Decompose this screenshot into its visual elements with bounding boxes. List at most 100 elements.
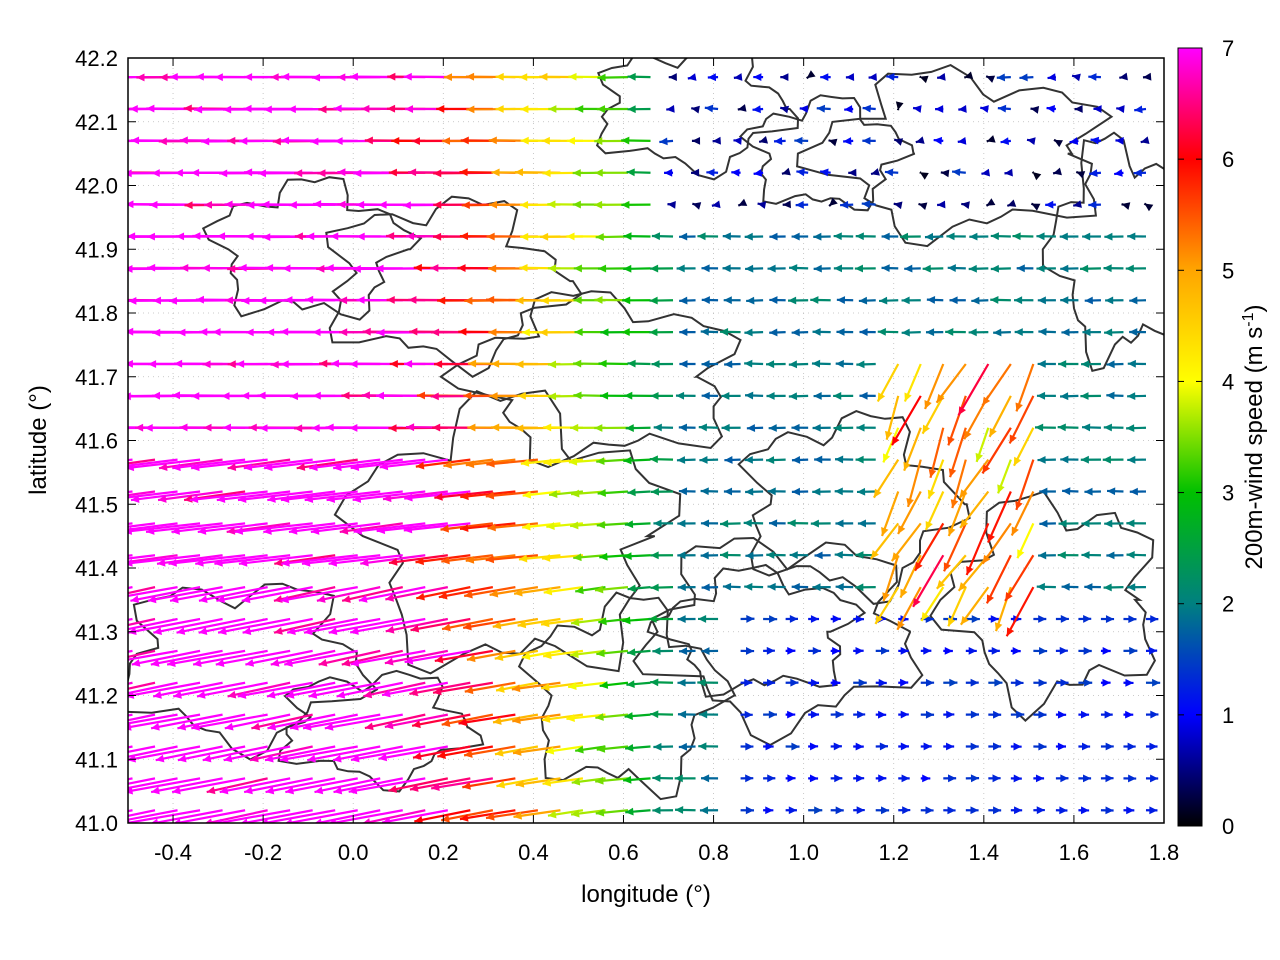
wind-vector [460,490,516,501]
wind-vector [1069,137,1079,145]
wind-vector [1078,710,1090,719]
wind-vector [128,649,178,661]
wind-vector [740,647,755,655]
wind-vector [899,232,921,241]
wind-vector [1127,232,1146,241]
wind-vector [1078,615,1092,623]
wind-vector [746,424,764,432]
wind-vector [623,456,651,465]
wind-vector [128,681,156,690]
wind-vector [128,617,156,627]
wind-vector [740,678,753,687]
wind-vector [350,649,426,667]
wind-vector [410,617,471,633]
wind-vector [1038,327,1056,336]
wind-vector [1126,519,1146,528]
wind-vector [168,554,246,567]
wind-vector [333,458,403,472]
wind-vector [341,586,404,603]
wind-vector [379,458,448,471]
wind-vector [898,774,910,783]
wind-vector [848,168,857,177]
wind-vector [360,554,426,567]
wind-vector [1039,519,1056,528]
wind-vector [381,681,449,698]
wind-vector [214,554,291,567]
wind-vector [283,809,358,823]
wind-vector [920,678,935,687]
wind-vector [1038,551,1056,560]
wind-vector [166,649,246,668]
wind-vector [1058,519,1079,528]
wind-vector [353,522,426,535]
wind-vector [1121,202,1131,210]
wind-vector [513,809,561,820]
contour-line [632,536,924,747]
wind-vector [758,136,769,144]
wind-vector [128,713,201,731]
wind-vector [899,554,922,599]
colorbar-tick-label: 6 [1222,147,1234,172]
wind-vector [1061,582,1079,591]
wind-vector [700,519,719,528]
wind-vector [765,456,786,464]
wind-vector [836,328,854,336]
wind-vector [1014,296,1034,305]
wind-vector [791,328,809,337]
wind-vector [281,554,358,567]
wind-vector [701,360,719,369]
wind-vector [376,522,448,535]
wind-vector [990,264,1011,273]
wind-vector [876,363,900,403]
wind-vector [1047,73,1057,82]
wind-vector [840,200,854,209]
wind-vector [745,551,764,560]
wind-vector [679,296,696,305]
y-tick-label: 41.2 [75,684,118,709]
wind-vector [740,806,754,815]
wind-vector [769,296,786,304]
wind-vector [699,456,719,464]
wind-vector [153,617,223,635]
colorbar-tick-label: 1 [1222,703,1234,728]
wind-vector [1123,615,1137,623]
wind-vector [808,710,820,719]
contour-line [517,591,737,801]
wind-vector [128,745,156,754]
wind-vector [698,423,719,432]
wind-vector [415,458,471,470]
wind-vector [1036,391,1056,400]
wind-vector [919,171,929,180]
wind-vector [147,586,223,604]
wind-vector [808,678,820,687]
wind-vector [879,296,899,305]
wind-vector [596,105,628,114]
wind-vector [381,809,449,823]
wind-vector [811,359,831,368]
wind-vector [653,423,674,432]
wind-vector [943,742,955,751]
wind-vector [327,809,403,823]
wind-vector [464,681,516,695]
wind-vector [650,391,674,400]
wind-vector [595,808,629,817]
wind-vector [808,646,821,655]
wind-vector [1088,200,1101,209]
wind-vector [757,201,767,209]
wind-vector [128,713,156,722]
wind-vector [704,104,719,113]
wind-vector [462,777,516,790]
wind-vector [128,777,178,790]
wind-vector [336,681,403,699]
wind-vector [627,105,651,114]
wind-vector [674,774,696,783]
wind-vector [1055,646,1068,655]
wind-vector [780,73,789,82]
wind-vector [808,806,823,815]
wind-vector [316,586,381,603]
wind-vector [649,455,674,464]
wind-vector [158,458,223,471]
wind-vector [1127,583,1146,592]
wind-vector [540,617,584,628]
wind-vector [437,745,494,759]
